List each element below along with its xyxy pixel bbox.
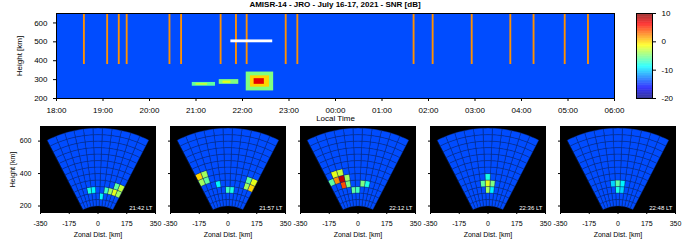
svg-text:21:00: 21:00 [186, 106, 207, 115]
svg-text:-175: -175 [322, 220, 336, 227]
svg-text:0: 0 [96, 220, 100, 227]
svg-text:Zonal Dist. [km]: Zonal Dist. [km] [464, 231, 513, 239]
svg-text:175: 175 [121, 220, 133, 227]
svg-text:18:00: 18:00 [46, 106, 67, 115]
svg-text:400: 400 [20, 170, 32, 177]
svg-text:0: 0 [662, 37, 667, 46]
svg-text:0: 0 [616, 220, 620, 227]
svg-text:350: 350 [540, 220, 552, 227]
svg-text:300: 300 [34, 75, 48, 84]
svg-text:21:42 LT: 21:42 LT [129, 205, 153, 211]
svg-text:-350: -350 [163, 220, 177, 227]
svg-text:350: 350 [670, 220, 682, 227]
svg-text:500: 500 [34, 37, 48, 46]
svg-text:04:00: 04:00 [511, 106, 532, 115]
svg-text:Zonal Dist. [km]: Zonal Dist. [km] [74, 231, 123, 239]
svg-text:02:00: 02:00 [418, 106, 439, 115]
svg-text:10: 10 [662, 10, 671, 18]
svg-text:Zonal Dist. [km]: Zonal Dist. [km] [334, 231, 383, 239]
svg-text:350: 350 [150, 220, 162, 227]
svg-text:-175: -175 [452, 220, 466, 227]
svg-text:-350: -350 [293, 220, 307, 227]
svg-text:-20: -20 [662, 94, 674, 103]
svg-text:-175: -175 [192, 220, 206, 227]
svg-text:Zonal Dist. [km]: Zonal Dist. [km] [204, 231, 253, 239]
svg-text:22:12 LT: 22:12 LT [389, 205, 413, 211]
svg-text:175: 175 [641, 220, 653, 227]
html-text:AMISR-14 - JRO - July 16-17, 2: AMISR-14 - JRO - July 16-17, 2021 - SNR … [249, 0, 421, 9]
svg-text:600: 600 [34, 19, 48, 28]
svg-text:21:57 LT: 21:57 LT [259, 205, 283, 211]
svg-text:06:00: 06:00 [604, 106, 625, 115]
svg-text:01:00: 01:00 [372, 106, 393, 115]
svg-text:200: 200 [34, 94, 48, 103]
svg-text:175: 175 [251, 220, 263, 227]
svg-text:22:48 LT: 22:48 LT [649, 205, 673, 211]
svg-text:22:36 LT: 22:36 LT [519, 205, 543, 211]
svg-text:175: 175 [381, 220, 393, 227]
svg-text:Height [km]: Height [km] [15, 36, 24, 76]
svg-text:0: 0 [226, 220, 230, 227]
svg-text:175: 175 [511, 220, 523, 227]
svg-text:-175: -175 [62, 220, 76, 227]
svg-text:22:00: 22:00 [232, 106, 253, 115]
svg-text:400: 400 [34, 56, 48, 65]
svg-text:-175: -175 [582, 220, 596, 227]
svg-text:-350: -350 [33, 220, 47, 227]
svg-text:200: 200 [20, 202, 32, 209]
svg-text:Zonal Dist. [km]: Zonal Dist. [km] [594, 231, 643, 239]
svg-text:Height [km]: Height [km] [9, 152, 17, 187]
svg-text:-10: -10 [662, 66, 674, 75]
svg-text:0: 0 [356, 220, 360, 227]
svg-text:-350: -350 [423, 220, 437, 227]
svg-text:20:00: 20:00 [139, 106, 160, 115]
svg-text:Local Time: Local Time [316, 114, 355, 123]
svg-text:19:00: 19:00 [93, 106, 114, 115]
svg-text:-350: -350 [553, 220, 567, 227]
svg-text:0: 0 [486, 220, 490, 227]
svg-text:00:00: 00:00 [325, 106, 346, 116]
svg-text:23:00: 23:00 [279, 106, 300, 115]
svg-text:350: 350 [410, 220, 422, 227]
svg-text:05:00: 05:00 [558, 106, 579, 115]
svg-text:350: 350 [280, 220, 292, 227]
svg-text:600: 600 [20, 137, 32, 144]
svg-text:03:00: 03:00 [465, 106, 486, 115]
